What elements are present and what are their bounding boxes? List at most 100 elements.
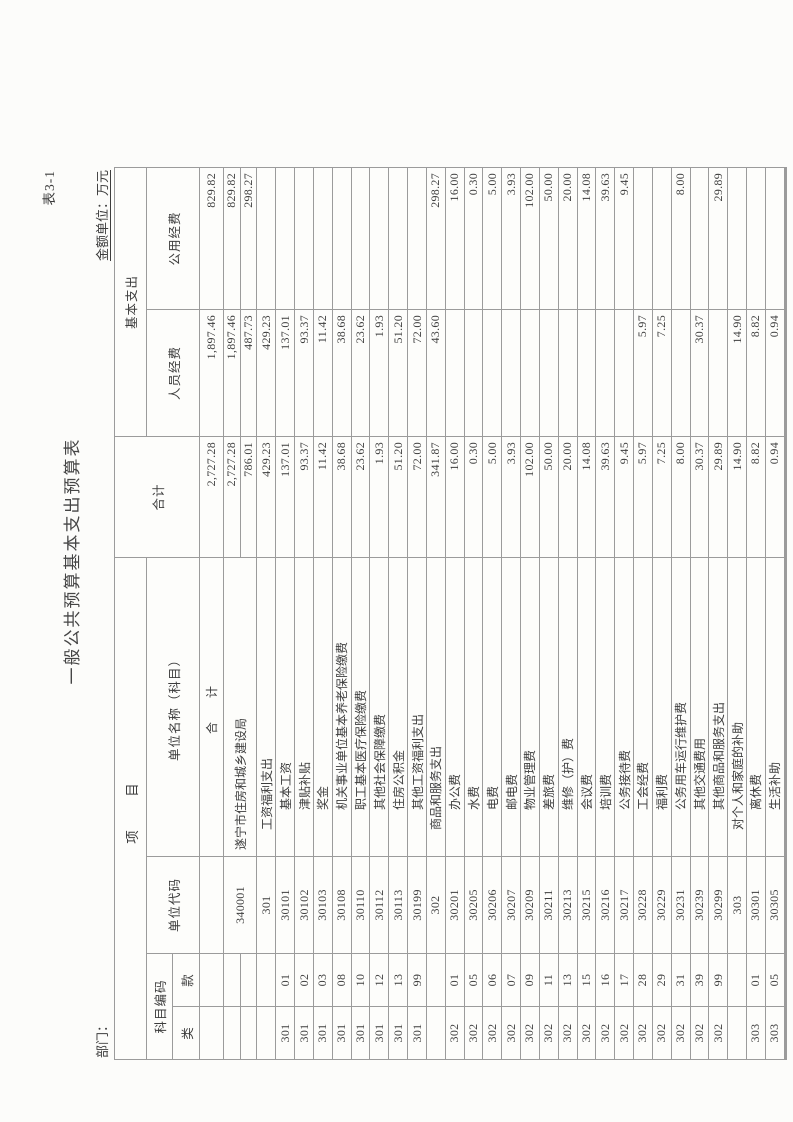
cell-total: 137.01 <box>275 436 295 558</box>
cell-lei: 302 <box>577 1006 596 1060</box>
cell-total: 5.00 <box>482 436 502 558</box>
cell-public-funds: 50.00 <box>539 167 559 310</box>
cell-unit-code: 30301 <box>746 856 766 954</box>
cell-kuan: 17 <box>614 953 634 1007</box>
cell-unit-name: 公务用车运行维护费 <box>671 557 691 857</box>
cell-lei: 301 <box>369 1006 389 1060</box>
cell-unit-code: 30101 <box>275 856 295 954</box>
cell-public-funds <box>256 167 276 310</box>
cell-lei: 301 <box>388 1006 408 1060</box>
cell-total: 38.68 <box>332 436 352 558</box>
cell-personnel-funds: 1,897.46 <box>223 309 241 437</box>
table-row: 301 99 30199 其他工资福利支出 72.00 72.00 <box>407 167 427 1060</box>
cell-kuan: 05 <box>765 953 785 1007</box>
cell-public-funds: 298.27 <box>240 167 257 310</box>
cell-lei: 301 <box>275 1006 295 1060</box>
cell-lei: 302 <box>708 1006 728 1060</box>
cell-public-funds <box>388 167 408 310</box>
cell-unit-code <box>199 856 224 954</box>
cell-lei: 303 <box>765 1006 785 1060</box>
cell-kuan: 15 <box>577 953 596 1007</box>
table-row: 302 01 30201 办公费 16.00 16.00 <box>445 167 465 1060</box>
cell-personnel-funds: 1,897.46 <box>199 309 224 437</box>
cell-personnel-funds <box>464 309 483 437</box>
cell-unit-name: 机关事业单位基本养老保险缴费 <box>332 557 352 857</box>
cell-unit-code: 30216 <box>595 856 615 954</box>
cell-personnel-funds: 429.23 <box>256 309 276 437</box>
cell-total: 14.90 <box>727 436 747 558</box>
cell-public-funds: 5.00 <box>482 167 502 310</box>
cell-kuan: 01 <box>445 953 465 1007</box>
cell-public-funds <box>275 167 295 310</box>
cell-kuan: 13 <box>388 953 408 1007</box>
cell-public-funds: 102.00 <box>520 167 540 310</box>
cell-lei: 301 <box>294 1006 314 1060</box>
cell-public-funds: 829.82 <box>223 167 241 310</box>
cell-total: 9.45 <box>614 436 634 558</box>
cell-total: 30.37 <box>690 436 709 558</box>
cell-public-funds: 3.93 <box>501 167 521 310</box>
cell-kuan: 11 <box>539 953 559 1007</box>
cell-personnel-funds: 137.01 <box>275 309 295 437</box>
cell-unit-name: 工资福利支出 <box>256 557 276 857</box>
table-row: 302 05 30205 水费 0.30 0.30 <box>464 167 483 1060</box>
cell-total: 20.00 <box>558 436 578 558</box>
table-row: 302 31 30231 公务用车运行维护费 8.00 8.00 <box>671 167 691 1060</box>
cell-personnel-funds: 7.25 <box>652 309 672 437</box>
cell-unit-name: 水费 <box>464 557 483 857</box>
cell-unit-name: 工会经费 <box>633 557 653 857</box>
table-row: 302 07 30207 邮电费 3.93 3.93 <box>501 167 521 1060</box>
cell-total: 23.62 <box>351 436 370 558</box>
cell-public-funds <box>785 167 787 310</box>
table-row: 302 15 30215 会议费 14.08 14.08 <box>577 167 596 1060</box>
cell-unit-code: 30229 <box>652 856 672 954</box>
cell-kuan: 06 <box>482 953 502 1007</box>
cell-public-funds <box>351 167 370 310</box>
cell-unit-code: 30103 <box>313 856 333 954</box>
cell-unit-code: 30305 <box>765 856 785 954</box>
table-row: 302 09 30209 物业管理费 102.00 102.00 <box>520 167 540 1060</box>
cell-public-funds: 8.00 <box>671 167 691 310</box>
cell-total: 93.37 <box>294 436 314 558</box>
cell-unit-code: 30110 <box>351 856 370 954</box>
header-lei: 类 <box>172 1006 200 1060</box>
cell-personnel-funds: 51.20 <box>388 309 408 437</box>
cell-kuan: 29 <box>652 953 672 1007</box>
table-row: 302 06 30206 电费 5.00 5.00 <box>482 167 502 1060</box>
cell-personnel-funds: 23.62 <box>351 309 370 437</box>
cell-kuan <box>199 953 224 1007</box>
cell-personnel-funds <box>539 309 559 437</box>
table-row: 301 01 30101 基本工资 137.01 137.01 <box>275 167 295 1060</box>
cell-personnel-funds <box>785 309 787 437</box>
cell-unit-name: 基本工资 <box>275 557 295 857</box>
cell-unit-code: 30108 <box>332 856 352 954</box>
cell-kuan: 39 <box>690 953 709 1007</box>
cell-kuan <box>256 953 276 1007</box>
cell-unit-code: 30205 <box>464 856 483 954</box>
cell-lei: 301 <box>332 1006 352 1060</box>
table-row: 302 28 30228 工会经费 5.97 5.97 <box>633 167 653 1060</box>
cell-kuan <box>240 953 257 1007</box>
cell-unit-name: 会议费 <box>577 557 596 857</box>
cell-total: 3.93 <box>501 436 521 558</box>
cell-unit-code: 340001 <box>223 856 257 954</box>
form-number: 表3-1 <box>42 170 57 206</box>
cell-unit-code: 302 <box>426 856 446 954</box>
cell-kuan: 31 <box>671 953 691 1007</box>
cell-unit-name: 住房公积金 <box>388 557 408 857</box>
header-kuan: 款 <box>172 953 200 1007</box>
header-total: 合计 <box>114 436 200 558</box>
cell-unit-code: 30299 <box>708 856 728 954</box>
cell-public-funds <box>294 167 314 310</box>
cell-kuan: 13 <box>558 953 578 1007</box>
table-row: 302 商品和服务支出 341.87 43.60 298.27 <box>426 167 446 1060</box>
cell-public-funds: 20.00 <box>558 167 578 310</box>
cell-total: 2,727.28 <box>199 436 224 558</box>
cell-kuan: 08 <box>332 953 352 1007</box>
cell-unit-code: 30207 <box>501 856 521 954</box>
cell-public-funds: 829.82 <box>199 167 224 310</box>
cell-public-funds: 16.00 <box>445 167 465 310</box>
cell-kuan <box>223 953 241 1007</box>
cell-total: 7.25 <box>652 436 672 558</box>
table-row: 301 10 30110 职工基本医疗保险缴费 23.62 23.62 <box>351 167 370 1060</box>
